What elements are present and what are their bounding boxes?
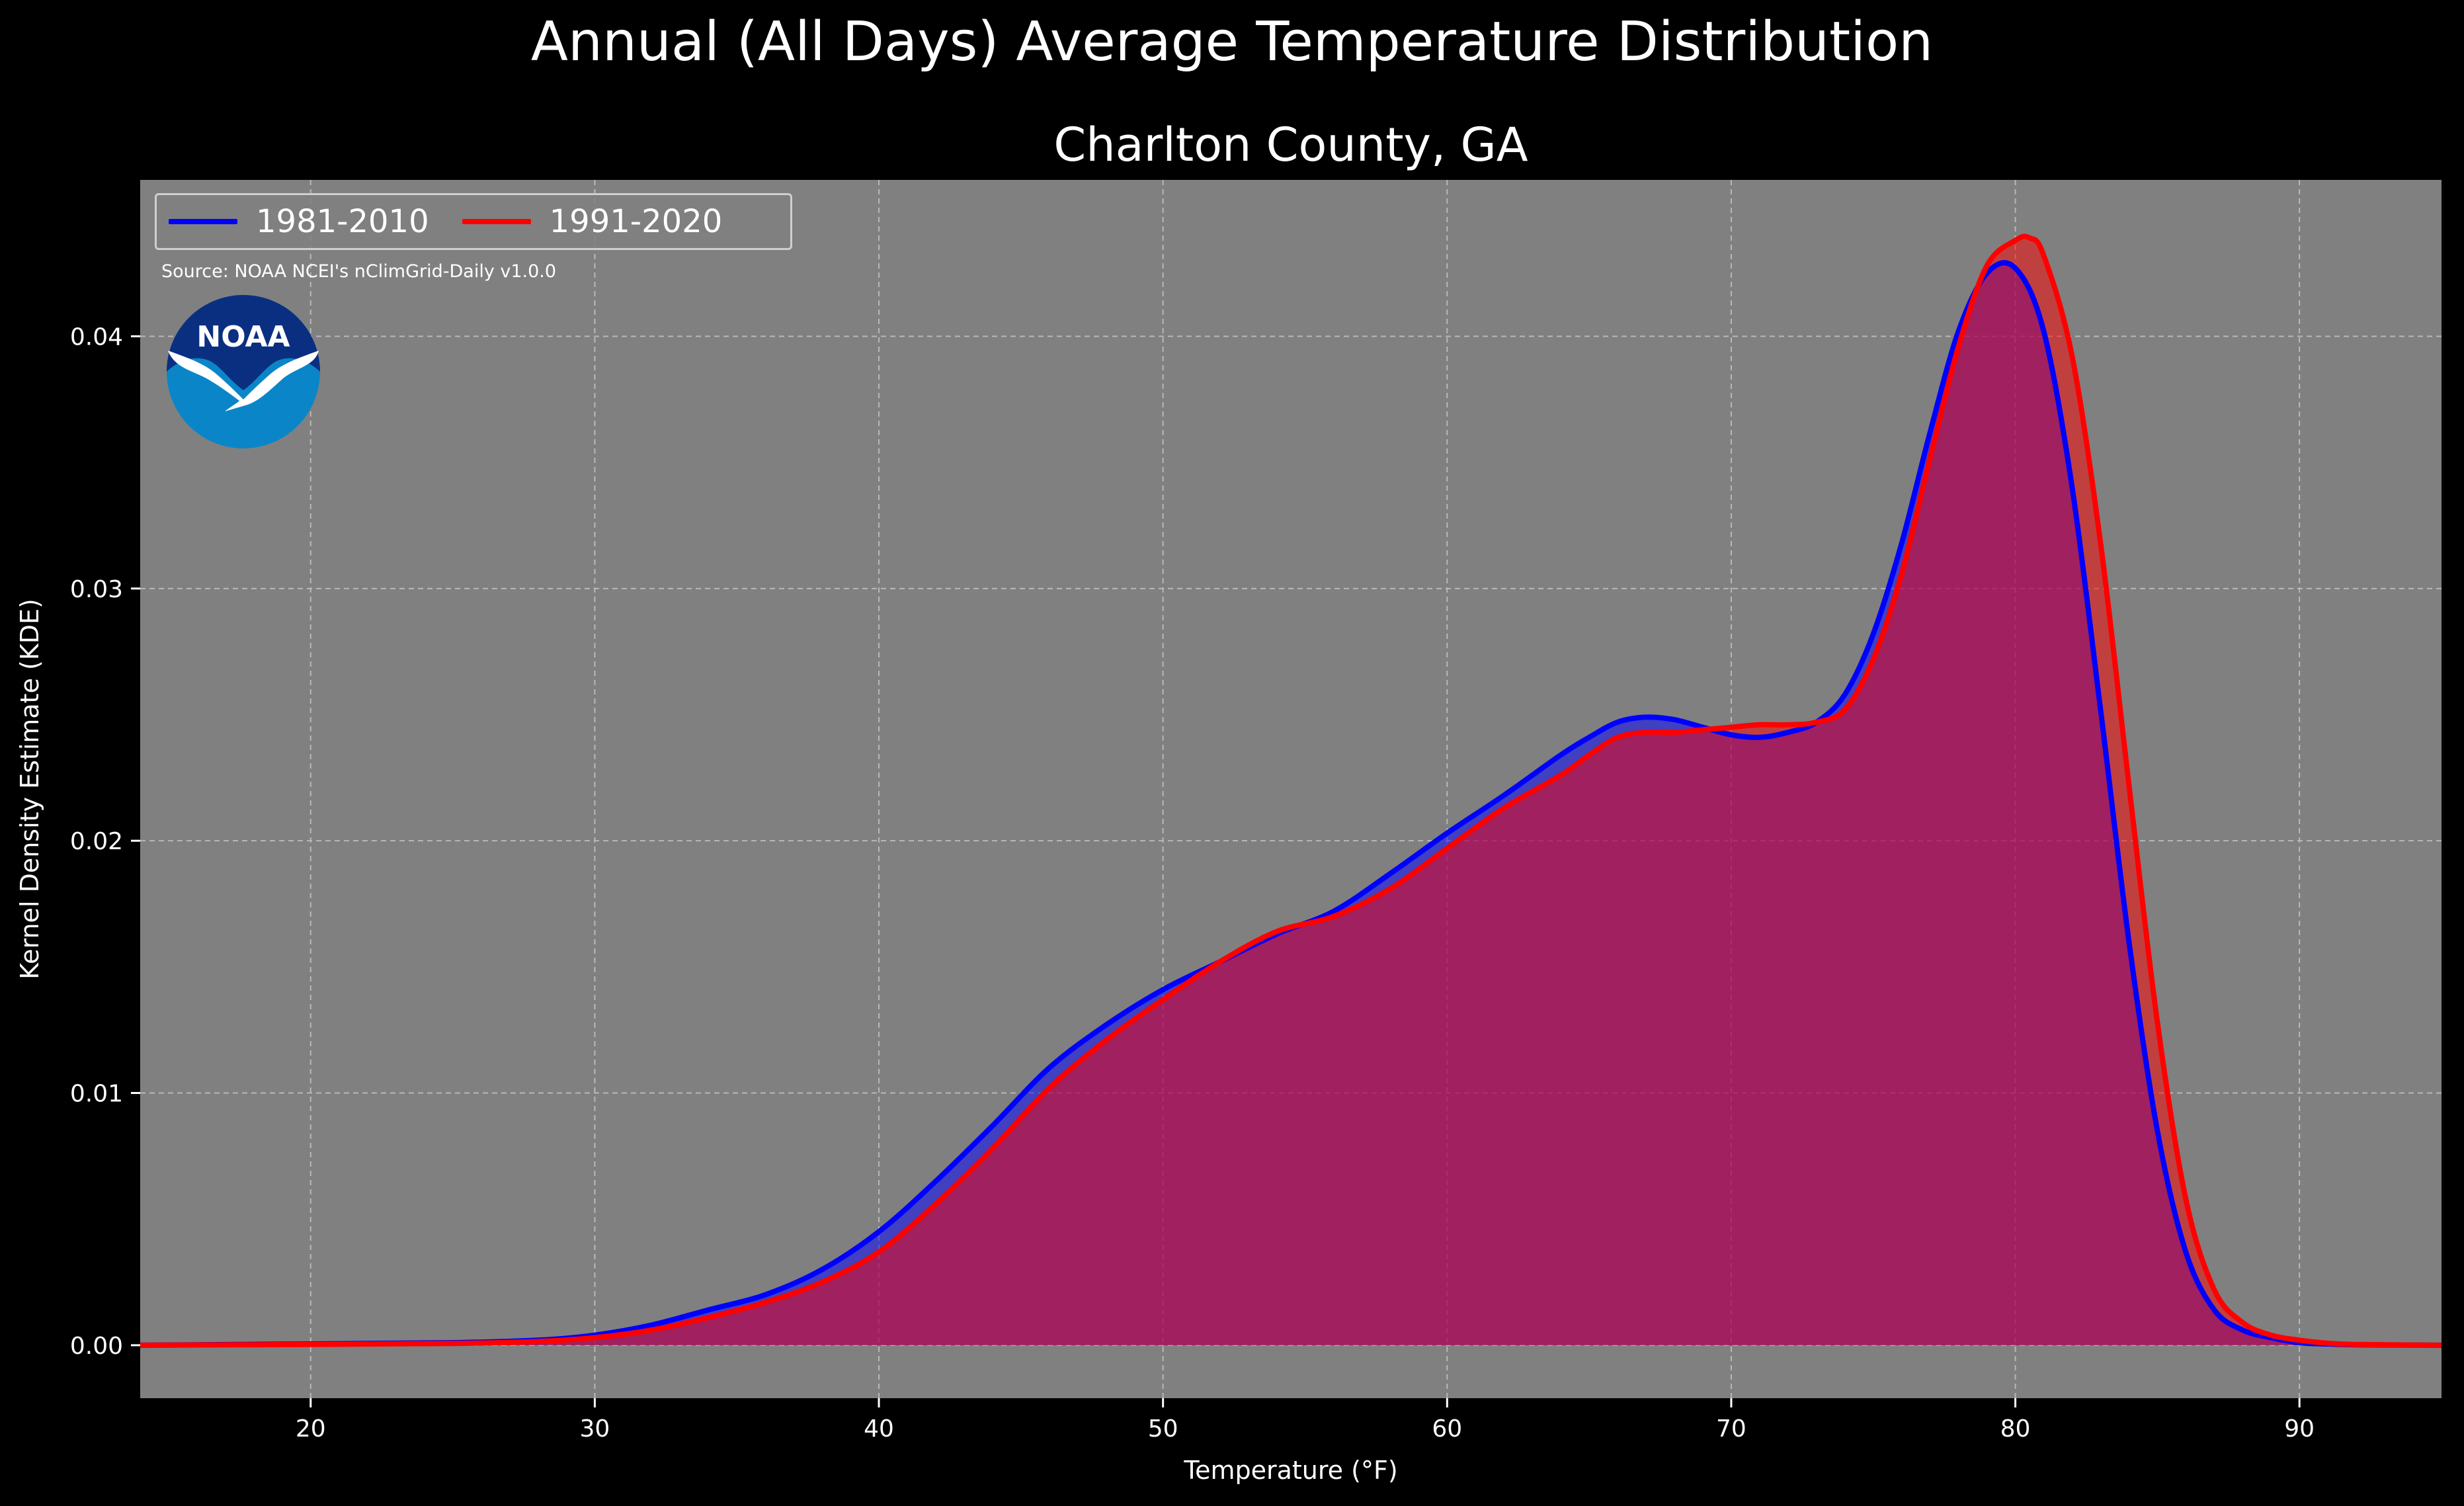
plot-title: Charlton County, GA <box>1053 118 1528 172</box>
figure-suptitle: Annual (All Days) Average Temperature Di… <box>530 11 1934 73</box>
legend-swatch-1981-2010 <box>169 219 237 224</box>
x-tick-label: 70 <box>1716 1415 1746 1443</box>
x-tick-label: 30 <box>580 1415 610 1443</box>
noaa-logo: NOAA <box>167 295 320 448</box>
series-areas <box>140 236 2442 1345</box>
noaa-logo-text: NOAA <box>196 320 290 354</box>
y-tick-label: 0.03 <box>70 576 123 603</box>
legend-entry-1981-2010: 1981-2010 <box>169 205 429 238</box>
legend-entry-1991-2020: 1991-2020 <box>462 203 723 240</box>
x-tick-label: 60 <box>1432 1415 1462 1443</box>
x-tick-label: 80 <box>2000 1415 2031 1443</box>
series-line-1991-2020 <box>140 233 2442 1348</box>
x-tick-label: 50 <box>1148 1415 1178 1443</box>
x-tick-label: 90 <box>2284 1415 2315 1443</box>
series-line-1981-2010 <box>140 260 2442 1348</box>
y-tick-label: 0.02 <box>70 828 123 855</box>
x-axis-ticks: 20 30 40 50 60 70 80 90 <box>296 1398 2315 1443</box>
series-lines <box>140 233 2442 1348</box>
y-tick-label: 0.01 <box>70 1081 123 1108</box>
source-note: Source: NOAA NCEI's nClimGrid-Daily v1.0… <box>161 261 557 282</box>
x-tick-label: 40 <box>864 1415 894 1443</box>
y-tick-label: 0.04 <box>70 323 123 351</box>
x-tick-label: 20 <box>296 1415 326 1443</box>
series-area-1991-2020 <box>140 236 2442 1345</box>
legend-label-1991-2020: 1991-2020 <box>549 203 723 240</box>
x-axis-label: Temperature (°F) <box>1183 1456 1397 1485</box>
legend-swatch-1991-2020 <box>462 219 531 224</box>
legend-label-1981-2010: 1981-2010 <box>256 203 429 240</box>
y-tick-label: 0.00 <box>70 1333 123 1360</box>
y-axis-ticks: 0.00 0.01 0.02 0.03 0.04 <box>70 323 140 1360</box>
chart-legend: 1981-2010 1991-2020 <box>155 193 792 250</box>
y-axis-label: Kernel Density Estimate (KDE) <box>15 599 44 980</box>
